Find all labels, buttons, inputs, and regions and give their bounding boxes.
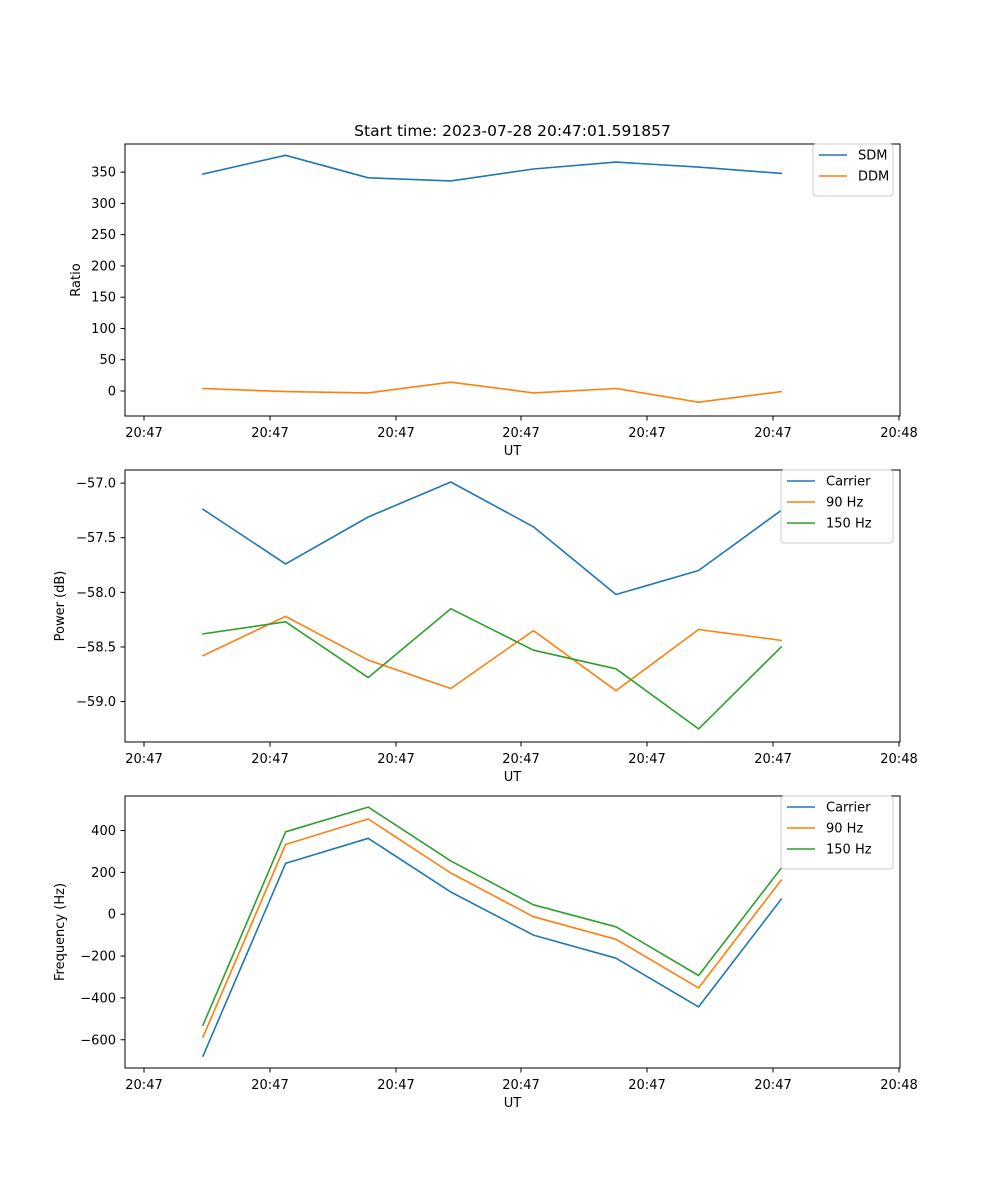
y-tick-label: 0 (108, 908, 116, 923)
y-axis-label: Power (dB) (53, 571, 68, 642)
y-tick-label: 50 (99, 353, 116, 368)
x-tick-label: 20:47 (251, 1078, 288, 1093)
series-line-carrier (201, 481, 783, 596)
series-line-150-hz (201, 806, 783, 1027)
x-tick-label: 20:48 (880, 1078, 917, 1093)
y-tick-label: 150 (91, 291, 116, 306)
legend-label: SDM (858, 149, 887, 164)
y-tick-label: −600 (80, 1033, 116, 1048)
series-line-90-hz (201, 818, 783, 1039)
y-tick-label: 200 (91, 259, 116, 274)
legend-2: Carrier 90 Hz 150 Hz (780, 469, 894, 544)
subplot-1: 20:47 20:47 20:47 20:47 20:47 20:47 20:48 0 50 10… (69, 143, 918, 459)
y-tick-label: 300 (91, 197, 116, 212)
y-tick-label: 0 (108, 384, 116, 399)
axes-frame-1 (124, 143, 901, 417)
x-tick-label: 20:47 (377, 752, 414, 767)
x-tick-label: 20:47 (125, 426, 162, 441)
figure-title: Start time: 2023-07-28 20:47:01.591857 (354, 122, 671, 140)
y-tick-label: −400 (80, 991, 116, 1006)
x-tick-label: 20:47 (251, 426, 288, 441)
x-tick-label: 20:47 (377, 1078, 414, 1093)
x-tick-label: 20:47 (754, 1078, 791, 1093)
legend-box (812, 143, 894, 197)
series-line-150-hz (202, 607, 783, 730)
legend-box (780, 795, 894, 870)
x-tick-label: 20:47 (125, 752, 162, 767)
x-tick-label: 20:47 (754, 426, 791, 441)
x-tick-label: 20:47 (251, 752, 288, 767)
x-tick-label: 20:48 (880, 752, 917, 767)
series-line-ddm (202, 381, 783, 404)
y-tick-label: −57.0 (76, 477, 116, 492)
x-tick-label: 20:47 (754, 752, 791, 767)
x-tick-label: 20:48 (880, 426, 917, 441)
legend-label: 90 Hz (826, 822, 863, 837)
y-tick-label: 100 (91, 322, 116, 337)
x-tick-label: 20:47 (628, 752, 665, 767)
y-axis-label: Ratio (69, 263, 84, 296)
legend-label: 90 Hz (826, 496, 863, 511)
x-axis-label: UT (504, 444, 522, 459)
y-tick-label: 400 (91, 824, 116, 839)
axes-frame-3 (124, 795, 901, 1069)
series-line-carrier (201, 837, 783, 1058)
plots-container: 20:47 20:47 20:47 20:47 20:47 20:47 20:48 0 50 10… (53, 143, 918, 1111)
legend-label: 150 Hz (826, 517, 872, 532)
x-tick-label: 20:47 (125, 1078, 162, 1093)
x-tick-label: 20:47 (502, 1078, 539, 1093)
legend-1: SDM DDM (812, 143, 894, 197)
y-tick-label: 200 (91, 866, 116, 881)
x-tick-label: 20:47 (502, 426, 539, 441)
x-axis-label: UT (504, 1096, 522, 1111)
axes-frame-2 (124, 469, 901, 743)
y-tick-label: 350 (91, 166, 116, 181)
legend-label: Carrier (826, 801, 871, 816)
legend-label: Carrier (826, 475, 871, 490)
x-tick-label: 20:47 (628, 1078, 665, 1093)
legend-label: DDM (858, 170, 889, 185)
series-line-90-hz (201, 615, 783, 692)
x-tick-label: 20:47 (502, 752, 539, 767)
subplot-3: 20:47 20:47 20:47 20:47 20:47 20:47 20:48 −600 −… (53, 795, 918, 1111)
y-tick-label: −57.5 (76, 531, 116, 546)
y-tick-label: −200 (80, 950, 116, 965)
series-line-sdm (202, 154, 783, 182)
x-tick-label: 20:47 (377, 426, 414, 441)
y-axis-label: Frequency (Hz) (53, 883, 68, 981)
y-tick-label: −58.0 (76, 586, 116, 601)
legend-label: 150 Hz (826, 843, 872, 858)
legend-box (780, 469, 894, 544)
subplot-2: 20:47 20:47 20:47 20:47 20:47 20:47 20:48 −59.0… (53, 469, 918, 785)
legend-3: Carrier 90 Hz 150 Hz (780, 795, 894, 870)
y-tick-label: −58.5 (76, 640, 116, 655)
y-tick-label: −59.0 (76, 695, 116, 710)
y-tick-label: 250 (91, 228, 116, 243)
x-tick-label: 20:47 (628, 426, 665, 441)
x-axis-label: UT (504, 770, 522, 785)
